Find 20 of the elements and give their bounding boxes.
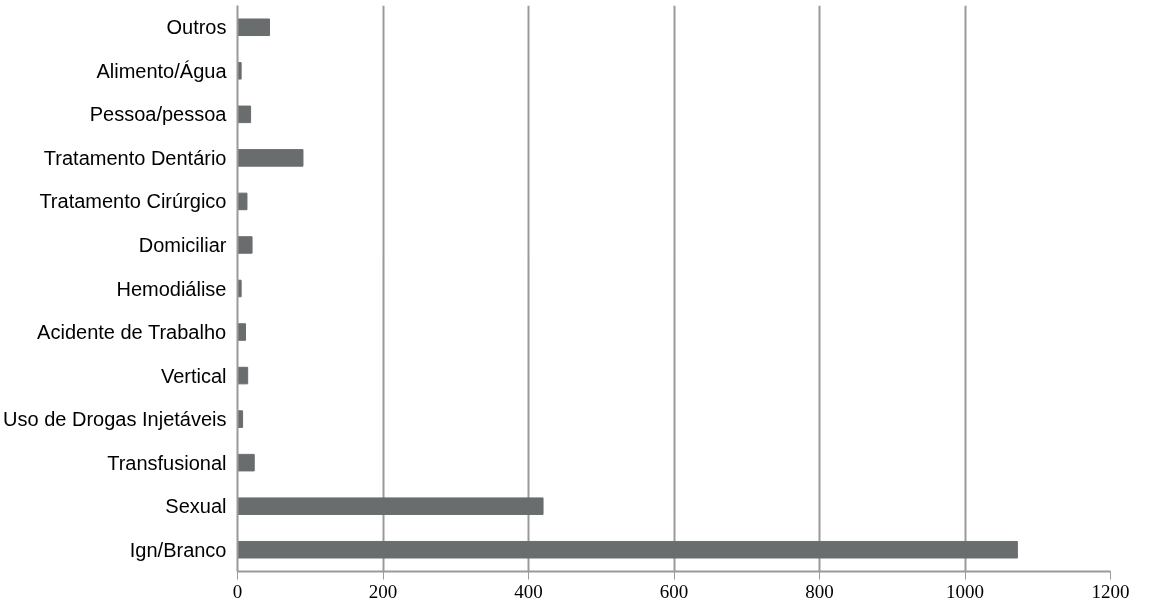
y-tick-label: Hemodiálise bbox=[116, 277, 227, 300]
y-tick-label: Tratamento Cirúrgico bbox=[39, 190, 227, 213]
y-tick-label: Sexual bbox=[165, 495, 227, 518]
x-tick-label: 0 bbox=[232, 580, 243, 602]
y-tick-label: Pessoa/pessoa bbox=[89, 103, 228, 126]
x-tick-label: 800 bbox=[805, 580, 834, 602]
x-tick-label: 1200 bbox=[1091, 580, 1130, 602]
y-tick-label: Domiciliar bbox=[138, 233, 227, 256]
x-tick-label: 200 bbox=[368, 580, 398, 602]
x-tick-label: 600 bbox=[659, 580, 689, 602]
y-tick-label: Vertical bbox=[160, 364, 227, 387]
y-tick-label: Alimento/Água bbox=[96, 59, 228, 82]
y-tick-label: Tratamento Dentário bbox=[43, 146, 227, 169]
y-tick-label: Ign/Branco bbox=[129, 538, 227, 561]
y-tick-label: Uso de Drogas Injetáveis bbox=[3, 408, 227, 431]
y-tick-label: Acidente de Trabalho bbox=[37, 321, 227, 344]
y-tick-label: Outros bbox=[166, 16, 227, 39]
x-tick-label: 1000 bbox=[946, 580, 984, 602]
y-tick-label: Transfusional bbox=[107, 451, 227, 474]
x-tick-label: 400 bbox=[514, 580, 543, 602]
